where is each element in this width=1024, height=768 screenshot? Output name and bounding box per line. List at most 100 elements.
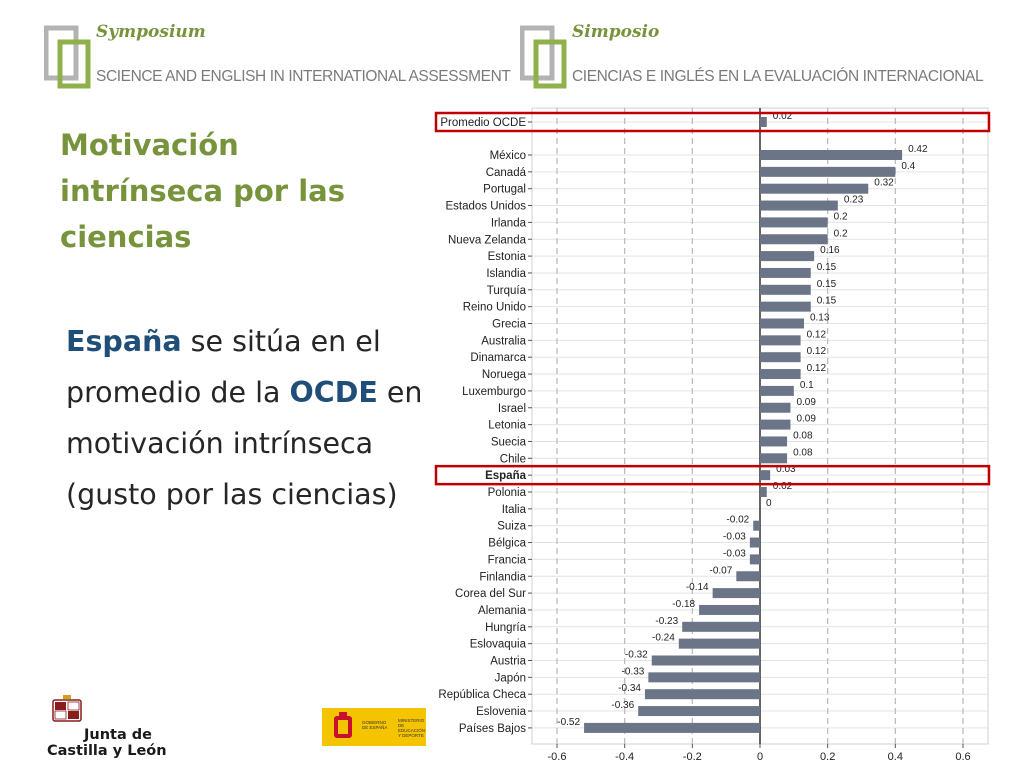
category-label: España bbox=[485, 470, 527, 482]
category-label: Bélgica bbox=[488, 538, 526, 550]
bar bbox=[678, 638, 760, 649]
category-label: Portugal bbox=[483, 184, 526, 196]
bar bbox=[760, 284, 811, 295]
jcyl-logo bbox=[50, 694, 84, 722]
bar bbox=[760, 369, 801, 380]
category-label: Finlandia bbox=[479, 571, 526, 583]
bar bbox=[648, 672, 760, 683]
category-label: República Checa bbox=[438, 689, 526, 701]
value-label: 0.15 bbox=[817, 279, 837, 290]
jcyl-line1: Junta de bbox=[84, 727, 153, 743]
value-label: -0.03 bbox=[723, 548, 746, 559]
value-label: -0.02 bbox=[726, 515, 749, 526]
value-label: 0.08 bbox=[793, 447, 813, 458]
value-label: 0.4 bbox=[901, 161, 915, 172]
symposium-logo-icon bbox=[43, 25, 91, 89]
category-label: Promedio OCDE bbox=[440, 117, 526, 129]
highlight-box bbox=[434, 111, 991, 133]
bar bbox=[760, 234, 828, 245]
simposio-name: Simposio bbox=[572, 22, 660, 42]
slide-title: Motivación intrínseca por las ciencias bbox=[60, 128, 345, 254]
bar bbox=[749, 554, 760, 565]
bar bbox=[644, 689, 760, 700]
jcyl-text-2: Castilla y León bbox=[47, 743, 167, 759]
bar-chart: -0.6 -0.4 -0.2 0 0.2 0.4 0.6 Promedio OCDE 0.02 M… bbox=[434, 107, 991, 762]
category-label: Noruega bbox=[482, 369, 527, 381]
category-label: Polonia bbox=[488, 487, 527, 499]
bar bbox=[712, 588, 760, 599]
category-label: Italia bbox=[502, 504, 527, 516]
highlight-box bbox=[434, 464, 991, 486]
simposio-logo bbox=[519, 24, 570, 90]
bar bbox=[651, 655, 760, 666]
x-tick-label: 0.4 bbox=[888, 751, 903, 762]
x-tick-label: -0.6 bbox=[548, 751, 567, 762]
value-label: -0.36 bbox=[611, 700, 634, 711]
category-label: Estonia bbox=[488, 251, 527, 263]
value-label: 0.2 bbox=[834, 228, 848, 239]
category-label: Israel bbox=[498, 403, 526, 415]
x-tick-label: 0.2 bbox=[820, 751, 835, 762]
bar bbox=[760, 419, 791, 430]
symposium-subtitle: SCIENCE AND ENGLISH IN INTERNATIONAL ASS… bbox=[96, 68, 511, 85]
category-label: Canadá bbox=[486, 167, 527, 179]
category-label: Irlanda bbox=[491, 217, 527, 229]
bar bbox=[699, 604, 760, 615]
category-label: Francia bbox=[488, 554, 527, 566]
category-label: Estados Unidos bbox=[445, 201, 526, 213]
value-label: -0.34 bbox=[618, 683, 641, 694]
value-label: 0.02 bbox=[773, 111, 793, 122]
value-label: -0.33 bbox=[622, 666, 645, 677]
bar bbox=[760, 352, 801, 363]
bar bbox=[753, 520, 760, 531]
value-label: -0.07 bbox=[710, 565, 733, 576]
category-label: Australia bbox=[481, 335, 526, 347]
category-label: Grecia bbox=[492, 319, 526, 331]
bar bbox=[760, 318, 804, 329]
category-label: Hungría bbox=[485, 622, 527, 634]
bar bbox=[760, 200, 838, 211]
category-label: Eslovenia bbox=[476, 706, 526, 718]
value-label: 0.15 bbox=[817, 262, 837, 273]
body-highlight-oecd: OCDE bbox=[289, 376, 378, 409]
value-label: -0.03 bbox=[723, 532, 746, 543]
category-label: Reino Unido bbox=[463, 302, 526, 314]
slide-body: España se sitúa en el promedio de la OCD… bbox=[66, 316, 426, 520]
value-label: -0.18 bbox=[672, 599, 695, 610]
category-label: Turquía bbox=[487, 285, 527, 297]
bar bbox=[760, 267, 811, 278]
bar bbox=[760, 487, 767, 497]
category-label: Luxemburgo bbox=[462, 386, 526, 398]
value-label: -0.52 bbox=[557, 717, 580, 728]
value-label: 0.15 bbox=[817, 296, 837, 307]
bar bbox=[760, 402, 791, 413]
bar bbox=[760, 183, 869, 194]
bar bbox=[584, 722, 760, 733]
ministry-text: MINISTERIO DE EDUCACIÓN Y DEPORTE bbox=[398, 718, 426, 738]
category-label: Austria bbox=[490, 656, 526, 668]
value-label: 0.13 bbox=[810, 313, 830, 324]
category-label: México bbox=[490, 150, 526, 162]
symposium-logo bbox=[43, 24, 94, 90]
value-label: 0.09 bbox=[796, 414, 816, 425]
bar bbox=[682, 621, 760, 632]
simposio-subtitle: CIENCIAS E INGLÉS EN LA EVALUACIÓN INTER… bbox=[572, 68, 984, 85]
bar bbox=[760, 150, 903, 160]
category-label: Chile bbox=[500, 453, 526, 465]
body-text-1: se sitúa en el promedio de la bbox=[66, 325, 381, 409]
category-label: Alemania bbox=[478, 605, 527, 617]
category-label: Corea del Sur bbox=[455, 588, 526, 600]
gov-spain-text: GOBIERNO DE ESPAÑA bbox=[362, 720, 388, 730]
simposio-logo-icon bbox=[519, 25, 567, 89]
value-label: 0.2 bbox=[834, 211, 848, 222]
x-tick-label: -0.2 bbox=[683, 751, 702, 762]
value-label: 0.08 bbox=[793, 430, 813, 441]
value-label: -0.32 bbox=[625, 650, 648, 661]
jcyl-text: Junta de bbox=[84, 727, 152, 743]
bar bbox=[638, 706, 760, 717]
x-tick-label: 0.6 bbox=[955, 751, 970, 762]
value-label: 0.23 bbox=[844, 195, 864, 206]
value-label: 0.02 bbox=[773, 481, 793, 492]
category-label: Suiza bbox=[497, 521, 526, 533]
bar bbox=[760, 166, 896, 177]
